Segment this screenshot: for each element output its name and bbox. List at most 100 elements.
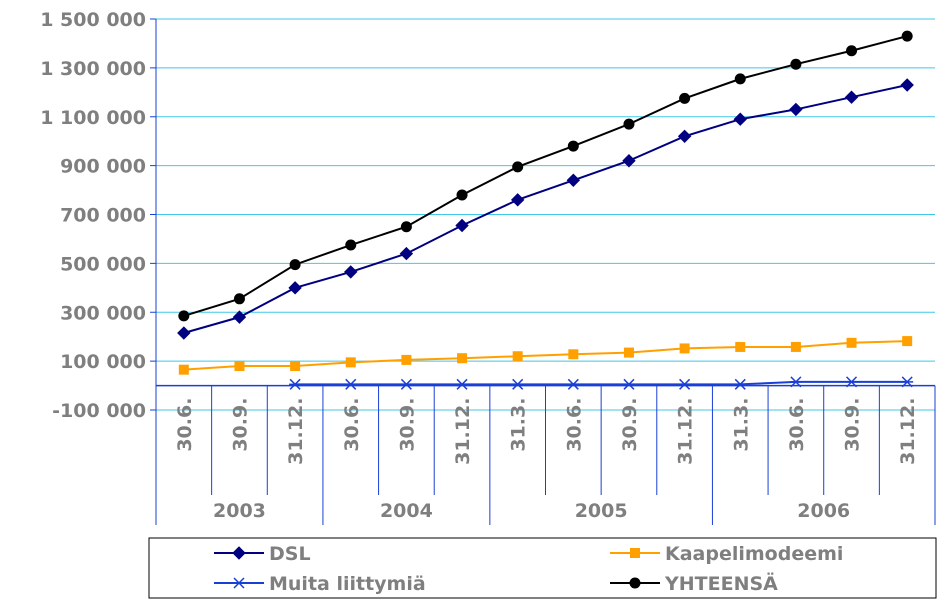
legend-marker [629,577,641,589]
data-point [844,90,859,104]
data-point [678,378,691,390]
series-3 [178,30,913,322]
data-point [455,218,469,233]
data-point [566,173,581,187]
x-category-label: 31.12. [675,398,697,465]
data-point [233,293,245,305]
legend-marker [630,548,640,558]
y-tick-label: 1 100 000 [40,107,146,129]
y-axis-tick-labels: 1 500 000 1 300 000 1 100 000 900 000 700 00… [40,9,146,422]
data-point [901,376,914,388]
x-category-label: 30.9. [396,398,418,452]
year-label: 2004 [380,500,433,522]
y-tick-label: 900 000 [60,156,146,178]
y-tick-label: 300 000 [60,302,146,324]
data-point [510,193,525,207]
x-category-label: 30.9. [229,398,251,452]
data-point [846,45,858,57]
y-tick-label: 100 000 [60,351,146,373]
data-point [400,378,413,390]
legend-label: DSL [269,543,311,565]
data-point [456,378,469,390]
series-line [183,340,908,371]
data-point [679,343,690,354]
legend-marker [233,577,245,589]
data-point [790,58,802,70]
x-category-label: 30.6. [341,398,363,452]
y-tick-label: 500 000 [60,253,146,275]
x-category-label: 30.6. [174,398,196,452]
data-point [400,221,412,233]
year-label: 2006 [797,500,850,522]
data-point [845,376,858,388]
data-point [846,337,857,348]
series-0 [177,78,914,340]
data-point [900,78,914,92]
data-point [177,326,191,340]
data-point [234,361,245,372]
data-point [622,378,635,390]
data-point [232,310,247,324]
data-point [456,189,468,201]
data-point [345,357,356,368]
data-point [789,376,802,388]
legend-label: Muita liittymiä [269,573,426,595]
x-category-label: 30.9. [619,398,641,452]
data-point [734,73,746,85]
gridlines [156,18,935,411]
series-line [183,84,908,334]
data-point [623,347,634,358]
data-point [178,310,190,322]
data-point [733,112,747,126]
axes [150,18,936,525]
legend-item: YHTEENSÄ [610,571,778,595]
data-point [568,349,579,360]
data-point [290,361,301,372]
legend-box [148,537,937,599]
data-point [399,246,414,261]
data-point [512,161,524,173]
data-point [178,364,189,375]
x-category-label: 31.12. [897,398,919,465]
x-category-label: 31.3. [508,398,530,452]
series-2 [289,376,914,390]
year-label: 2003 [213,500,266,522]
x-axis-category-labels: 30.6. 30.9. 31.12. 30.6. 30.9. 31.12. 31.3. 30.… [174,398,919,522]
data-point [344,265,358,279]
series-line [295,380,908,386]
data-point [567,140,579,152]
x-category-label: 30.9. [842,398,864,452]
x-category-label: 31.3. [730,398,752,452]
legend-item: DSL [214,543,311,565]
data-point [289,378,302,390]
data-point [288,281,302,295]
series-line [183,35,908,317]
data-point [623,118,635,130]
data-point [511,378,524,390]
x-category-label: 31.12. [452,398,474,465]
y-tick-label: 1 500 000 [40,9,146,31]
legend-marker [232,546,246,560]
x-category-label: 30.6. [563,398,585,452]
data-point [344,378,357,390]
legend-item: Muita liittymiä [214,573,426,595]
data-point [679,92,691,104]
data-point [901,30,913,42]
series-1 [178,336,913,375]
legend-item: Kaapelimodeemi [610,543,843,565]
x-category-label: 31.12. [285,398,307,465]
legend-label: YHTEENSÄ [664,571,778,595]
year-label: 2005 [575,500,628,522]
data-point [789,102,803,117]
data-point [734,378,747,390]
data-point [790,341,801,352]
data-point [401,354,412,365]
y-tick-label: -100 000 [52,400,146,422]
data-point [345,239,357,251]
x-category-label: 30.6. [786,398,808,452]
legend: DSL Kaapelimodeemi Muita liittymiä YHTEENSÄ [148,537,937,599]
data-point [567,378,580,390]
data-point [512,351,523,362]
data-point [289,259,301,271]
